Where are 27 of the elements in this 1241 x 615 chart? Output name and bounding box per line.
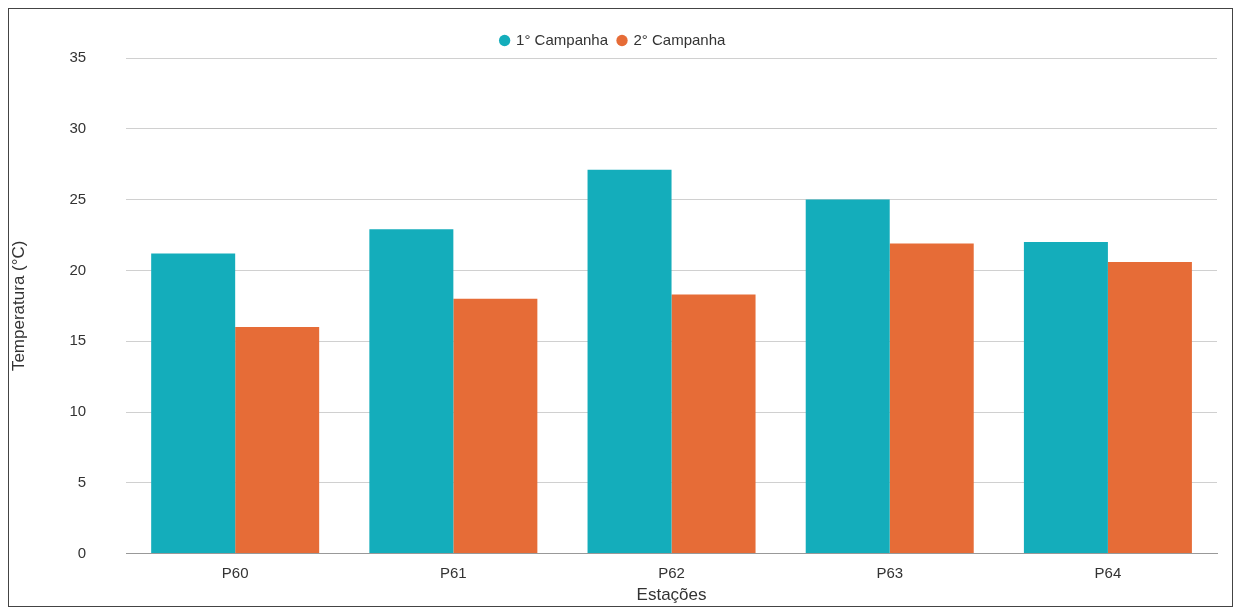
bar: [889, 243, 974, 554]
bar: [453, 298, 538, 554]
y-tick-label: 0: [77, 543, 87, 561]
x-tick-label: P63: [876, 563, 904, 581]
bar: [671, 294, 756, 554]
bar: [587, 169, 672, 554]
x-tick-label: P64: [1094, 563, 1122, 581]
y-axis-title: Temperatura (°C): [8, 240, 28, 372]
bar: [805, 199, 890, 554]
bar: [1107, 261, 1192, 554]
legend-label: 1° Campanha: [516, 30, 609, 48]
y-tick-label: 20: [69, 260, 87, 278]
y-tick-label: 25: [69, 189, 87, 207]
x-tick-label: P60: [221, 563, 249, 581]
y-tick-label: 5: [77, 472, 87, 490]
y-tick-label: 35: [69, 48, 87, 66]
bar: [235, 327, 320, 554]
bar: [369, 229, 454, 554]
y-tick-label: 15: [69, 331, 87, 349]
y-tick-label: 10: [69, 402, 87, 420]
x-axis-title: Estações: [636, 585, 707, 605]
bar: [151, 253, 236, 554]
x-tick-label: P62: [658, 563, 685, 581]
legend-label: 2° Campanha: [633, 30, 727, 48]
y-tick-label: 30: [69, 118, 87, 136]
x-tick-label: P61: [440, 563, 467, 581]
bar: [1023, 242, 1108, 554]
